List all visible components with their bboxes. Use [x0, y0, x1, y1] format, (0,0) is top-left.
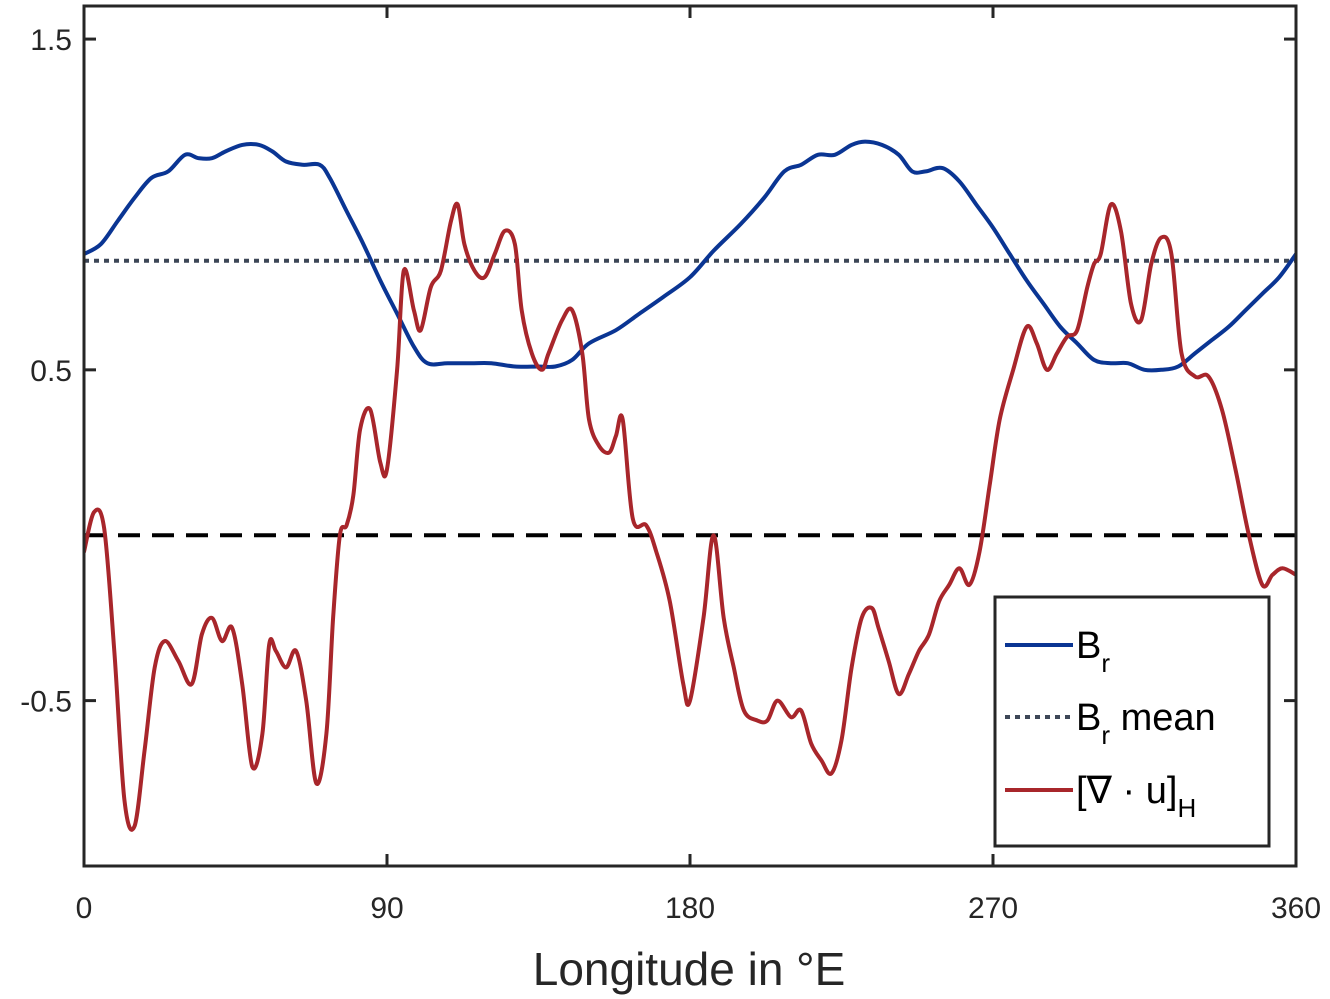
legend-label: Br mean — [1076, 697, 1216, 750]
y-tick-label: -0.5 — [20, 686, 72, 719]
axes — [82, 4, 1298, 868]
y-tick-label: 1.5 — [30, 24, 72, 57]
x-tick-label: 180 — [665, 892, 715, 925]
legend: Br Br mean [∇ · u]H — [993, 595, 1271, 848]
x-tick-label: 0 — [76, 892, 93, 925]
x-tick-label: 270 — [968, 892, 1018, 925]
y-tick-label: 0.5 — [30, 355, 72, 388]
series-line-div — [84, 201, 1296, 832]
x-tick-label: 360 — [1271, 892, 1321, 925]
plot-area — [84, 139, 1296, 832]
x-axis-label: Longitude in °E — [533, 943, 846, 995]
legend-box — [993, 595, 1271, 848]
x-tick-label: 90 — [370, 892, 403, 925]
series-line-br — [84, 139, 1296, 373]
legend-label: Br — [1076, 625, 1110, 678]
tick-labels: 0 90 180 270 360 -0.5 0.5 1.5 — [20, 24, 1321, 925]
legend-label: [∇ · u]H — [1076, 770, 1196, 823]
